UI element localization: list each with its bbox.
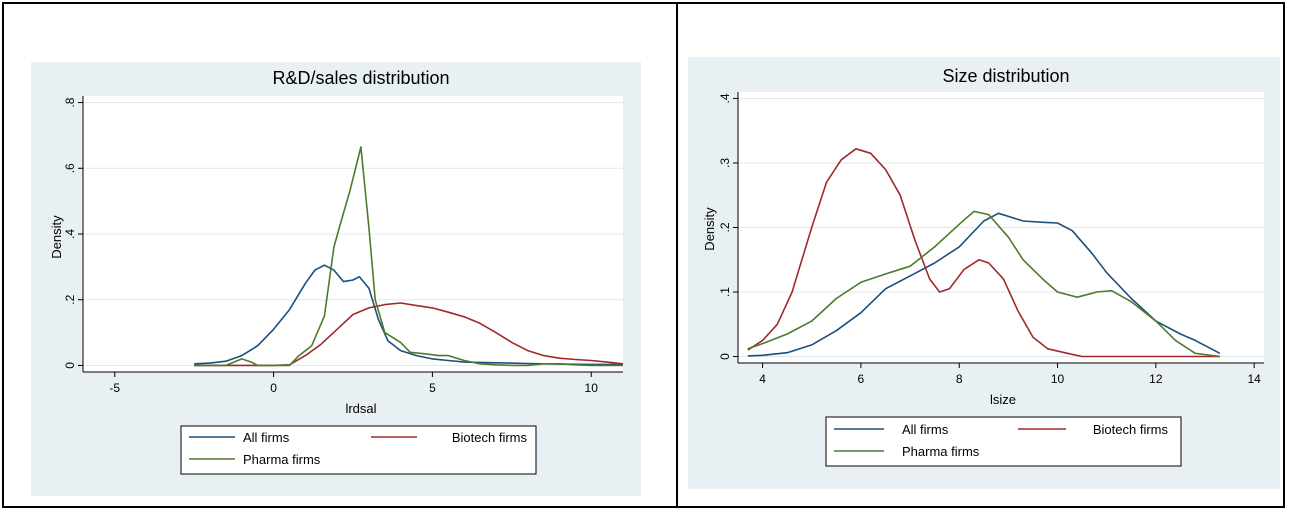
legend-label-biotech-firms: Biotech firms	[1093, 422, 1169, 437]
y-tick-label: .2	[718, 222, 732, 232]
legend: All firms Biotech firms Pharma firms	[180, 425, 537, 475]
y-axis-label: Density	[49, 215, 64, 259]
y-tick-label: .1	[718, 287, 732, 297]
x-tick-label: 14	[1247, 372, 1261, 386]
x-tick-label: 0	[270, 381, 277, 395]
x-tick-label: 10	[585, 381, 599, 395]
y-axis-label: Density	[702, 207, 717, 251]
x-axis-label: lrdsal	[345, 401, 376, 416]
x-tick-label: 4	[759, 372, 766, 386]
panel-divider	[676, 2, 678, 508]
series-line-pharma-firms	[194, 146, 623, 367]
legend-box	[825, 416, 1182, 467]
series-line-all-firms	[747, 212, 1221, 357]
series-line-all-firms	[194, 264, 623, 366]
x-tick-label: 12	[1149, 372, 1163, 386]
size-distribution-chart: Size distribution 0 .1 .2 .3 .4 4 6 8 10 12 14 lsi…	[688, 57, 1280, 489]
series-line-pharma-firms	[747, 210, 1220, 358]
y-tick-label: .4	[718, 93, 732, 103]
x-axis-label: lsize	[990, 392, 1016, 407]
legend: All firms Biotech firms Pharma firms	[825, 416, 1182, 467]
x-tick-label: 10	[1051, 372, 1065, 386]
y-tick-label: .4	[63, 229, 77, 239]
y-tick-label: 0	[63, 362, 77, 369]
legend-label-pharma-firms: Pharma firms	[243, 452, 321, 467]
y-tick-label: .8	[63, 97, 77, 107]
series-line-biotech-firms	[194, 302, 624, 367]
y-tick-label: .6	[63, 163, 77, 173]
y-tick-label: .3	[718, 158, 732, 168]
x-tick-label: 8	[956, 372, 963, 386]
y-tick-label: 0	[718, 353, 732, 360]
x-tick-label: 6	[858, 372, 865, 386]
legend-box	[180, 425, 537, 475]
legend-label-biotech-firms: Biotech firms	[452, 430, 528, 445]
series-line-biotech-firms	[747, 148, 1220, 358]
chart-title: Size distribution	[942, 66, 1069, 86]
legend-label-all-firms: All firms	[902, 422, 949, 437]
legend-label-pharma-firms: Pharma firms	[902, 444, 980, 459]
x-tick-label: 5	[429, 381, 436, 395]
x-tick-label: -5	[109, 381, 120, 395]
legend-label-all-firms: All firms	[243, 430, 290, 445]
y-tick-label: .2	[63, 294, 77, 304]
chart-title: R&D/sales distribution	[272, 68, 449, 88]
rd-sales-distribution-chart: R&D/sales distribution 0 .2 .4 .6 .8 -5 0 5 10 l…	[31, 62, 641, 496]
